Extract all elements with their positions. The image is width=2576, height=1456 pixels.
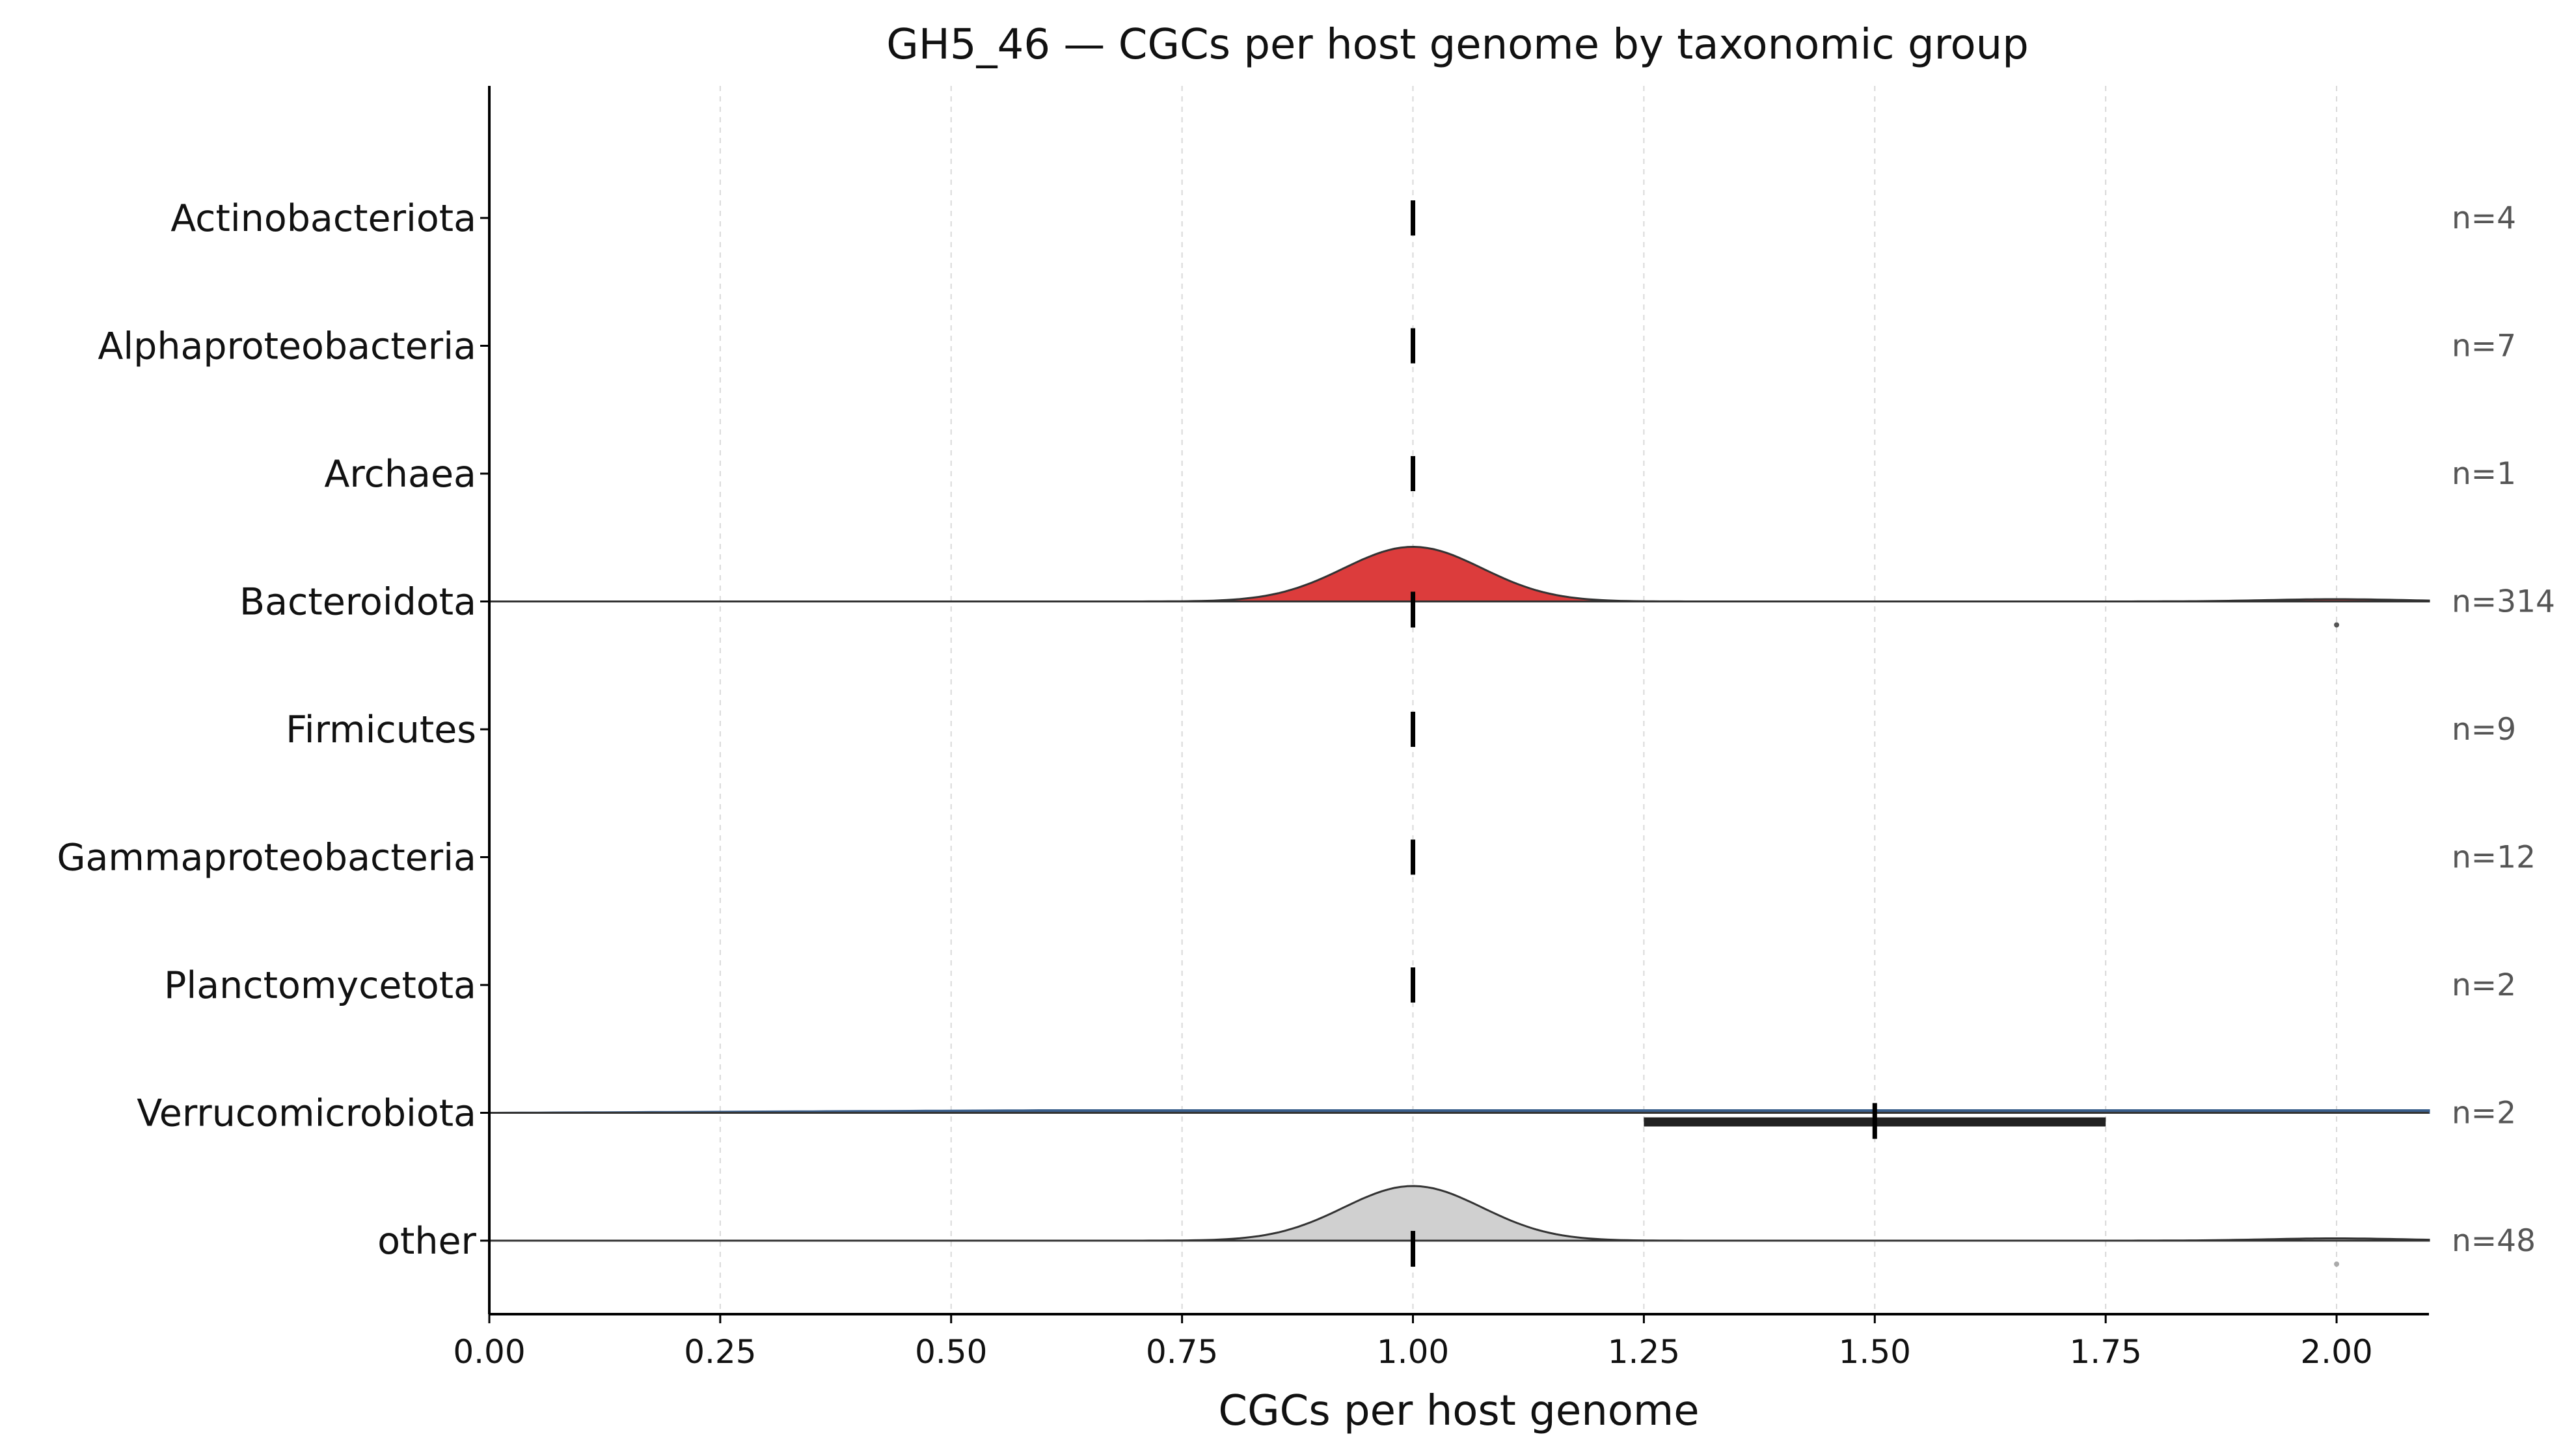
n-count-label: n=2 (2452, 1096, 2516, 1131)
n-count-label: n=9 (2452, 712, 2516, 748)
n-count-label: n=48 (2452, 1223, 2536, 1259)
y-tick-label: Actinobacteriota (170, 197, 476, 240)
ridge-verrucomicrobiota (489, 1103, 2430, 1139)
n-count-label: n=7 (2452, 329, 2516, 364)
outlier-point (2334, 1261, 2340, 1267)
chart-title: GH5_46 — CGCs per host genome by taxonom… (886, 21, 2029, 69)
y-tick-label: Gammaproteobacteria (57, 837, 476, 880)
x-axis-label: CGCs per host genome (1218, 1387, 1699, 1435)
group-counts: n=4 n=7 n=1 n=314 n=9 n=12 n=2 n=2 n=48 (2452, 200, 2555, 1259)
n-count-label: n=2 (2452, 967, 2516, 1003)
x-tick-labels: 0.00 0.25 0.50 0.75 1.00 1.25 1.50 1.75 2.00 (453, 1314, 2373, 1371)
x-tick-label: 0.25 (684, 1333, 756, 1371)
ridge-bacteroidota (489, 545, 2430, 628)
y-tick-label: Firmicutes (286, 708, 476, 751)
y-tick-label: other (377, 1220, 476, 1263)
outlier-point (2334, 622, 2340, 628)
ridges (489, 200, 2430, 1267)
y-tick-label: Archaea (324, 453, 476, 496)
axes (488, 86, 2429, 1315)
y-tick-label: Planctomycetota (164, 964, 476, 1007)
y-tick-label: Bacteroidota (239, 581, 476, 624)
y-tick-label: Alphaproteobacteria (98, 325, 476, 368)
density-curve (489, 1185, 2430, 1242)
ridge-other (489, 1185, 2430, 1267)
n-count-label: n=314 (2452, 584, 2555, 620)
n-count-label: n=1 (2452, 456, 2516, 492)
x-tick-label: 2.00 (2300, 1333, 2372, 1371)
y-tick-label: Verrucomicrobiota (137, 1092, 476, 1135)
x-tick-label: 1.00 (1377, 1333, 1449, 1371)
x-tick-label: 1.25 (1608, 1333, 1680, 1371)
grid (489, 86, 2338, 1314)
density-curve (489, 545, 2430, 602)
x-tick-label: 0.50 (915, 1333, 987, 1371)
n-count-label: n=12 (2452, 840, 2536, 876)
x-tick-label: 0.00 (453, 1333, 525, 1371)
x-tick-label: 1.75 (2070, 1333, 2142, 1371)
x-tick-label: 0.75 (1146, 1333, 1218, 1371)
n-count-label: n=4 (2452, 200, 2516, 236)
y-tick-labels: Actinobacteriota Alphaproteobacteria Archa… (57, 197, 489, 1263)
x-tick-label: 1.50 (1839, 1333, 1911, 1371)
